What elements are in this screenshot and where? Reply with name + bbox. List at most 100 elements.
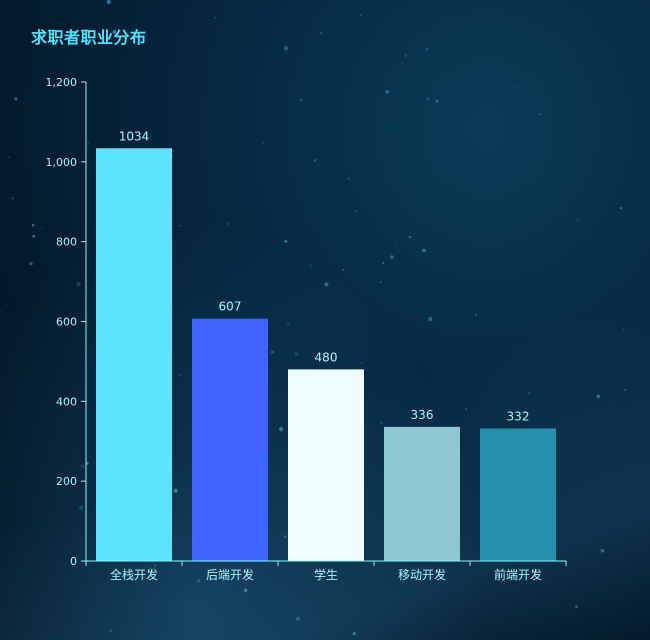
star [619,206,623,210]
data-label: 336 [411,408,434,422]
bar[interactable] [384,426,460,561]
star [475,313,478,316]
data-label: 1034 [119,129,150,143]
star [623,388,627,392]
star [596,394,601,399]
star [299,98,303,102]
data-label: 607 [219,300,242,314]
data-label: 480 [315,350,338,364]
star [29,262,33,266]
star [283,535,287,538]
star [112,29,117,35]
star [310,264,312,267]
star [576,219,579,222]
star [178,224,181,227]
star [404,54,407,57]
star [270,350,275,354]
star [575,605,578,608]
star [623,328,625,330]
star [49,563,51,565]
star [278,426,284,432]
star [313,159,317,162]
star [196,579,201,583]
star [243,588,248,593]
y-tick-label: 600 [56,316,77,329]
star [80,464,85,469]
star [580,363,582,365]
star [324,282,329,287]
star [32,234,35,238]
star [385,90,389,94]
star [294,352,299,357]
bar[interactable] [288,369,364,561]
star [106,0,111,4]
star [40,226,43,229]
star [153,564,157,568]
star [464,408,468,411]
star [287,323,289,325]
star [284,46,289,51]
star [382,261,385,264]
bar[interactable] [96,148,172,562]
star [108,23,111,25]
chart-title: 求职者职业分布 [31,28,147,47]
star [513,86,515,89]
x-category-label: 前端开发 [494,567,542,582]
star [360,362,363,364]
x-category-label: 后端开发 [206,567,254,582]
star [379,421,383,425]
axes: 0 200 400 600 800 1,000 1,200 全栈开发 后端开发 学生 移动开发 前端开… [46,76,567,582]
y-tick-label: 1,200 [46,76,78,89]
star [109,629,113,633]
y-tick-label: 1,000 [46,156,78,169]
star [172,611,175,613]
star [401,62,404,65]
star [318,358,320,360]
star [600,548,605,553]
star [379,281,382,284]
star [347,177,351,180]
star [395,245,398,247]
bar[interactable] [192,318,268,561]
y-tick-label: 400 [56,395,77,408]
bar-group: 1034 607 480 336 332 [96,129,556,562]
star [435,99,439,103]
x-category-label: 学生 [314,567,338,582]
star [76,282,81,287]
star [261,141,265,145]
star [527,391,531,395]
star [173,488,178,493]
bar[interactable] [480,428,556,561]
star [354,210,357,213]
star [7,156,10,158]
star [320,32,323,35]
star [227,223,230,225]
data-label: 332 [507,409,530,423]
star [178,373,181,376]
star [520,262,523,265]
star [14,97,18,101]
star [284,239,288,243]
star [422,248,426,253]
star [538,113,541,116]
star [359,14,362,17]
star [295,616,301,621]
star [214,16,216,19]
y-tick-label: 800 [56,236,77,249]
star [390,255,394,259]
star [425,47,429,51]
y-tick-label: 0 [70,555,77,568]
star [342,269,345,271]
star [87,141,90,145]
star [426,96,430,101]
star [0,310,2,314]
x-category-label: 移动开发 [398,567,446,582]
star [10,196,15,200]
star [79,505,84,510]
star [352,631,356,636]
star [408,236,411,239]
y-tick-label: 200 [56,475,77,488]
star [428,317,433,322]
